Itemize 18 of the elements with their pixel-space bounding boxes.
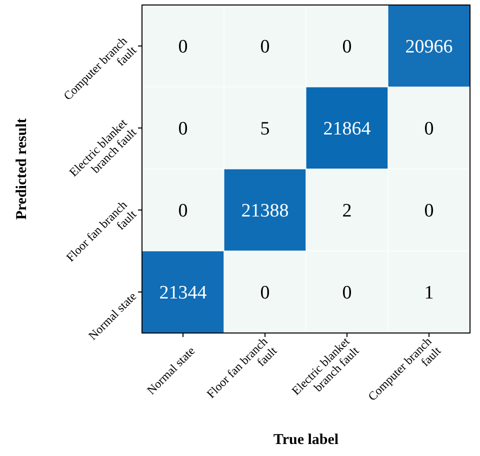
data-label: 0 bbox=[342, 282, 352, 304]
data-label: 2 bbox=[342, 200, 352, 222]
data-label: 21388 bbox=[241, 200, 289, 222]
data-label: 0 bbox=[342, 36, 352, 58]
data-label: 0 bbox=[178, 118, 188, 140]
data-label: 5 bbox=[260, 118, 270, 140]
data-label: 20966 bbox=[405, 36, 453, 58]
data-label: 0 bbox=[260, 282, 270, 304]
data-label: 0 bbox=[424, 200, 434, 222]
y-axis-title: Predicted result bbox=[14, 118, 30, 220]
data-label: 0 bbox=[178, 36, 188, 58]
data-label: 1 bbox=[424, 282, 434, 304]
x-axis-title: True label bbox=[273, 432, 339, 448]
data-label: 21344 bbox=[159, 282, 208, 304]
data-label: 0 bbox=[424, 118, 434, 140]
data-label: 21864 bbox=[323, 118, 372, 140]
data-label: 0 bbox=[178, 200, 188, 222]
data-label: 0 bbox=[260, 36, 270, 58]
